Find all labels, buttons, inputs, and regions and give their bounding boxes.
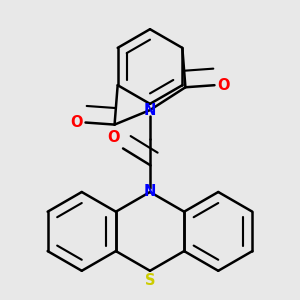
Text: N: N [144,184,156,200]
Text: O: O [218,78,230,93]
Text: N: N [144,103,156,118]
Text: O: O [70,115,83,130]
Text: S: S [145,273,155,288]
Text: O: O [107,130,120,145]
